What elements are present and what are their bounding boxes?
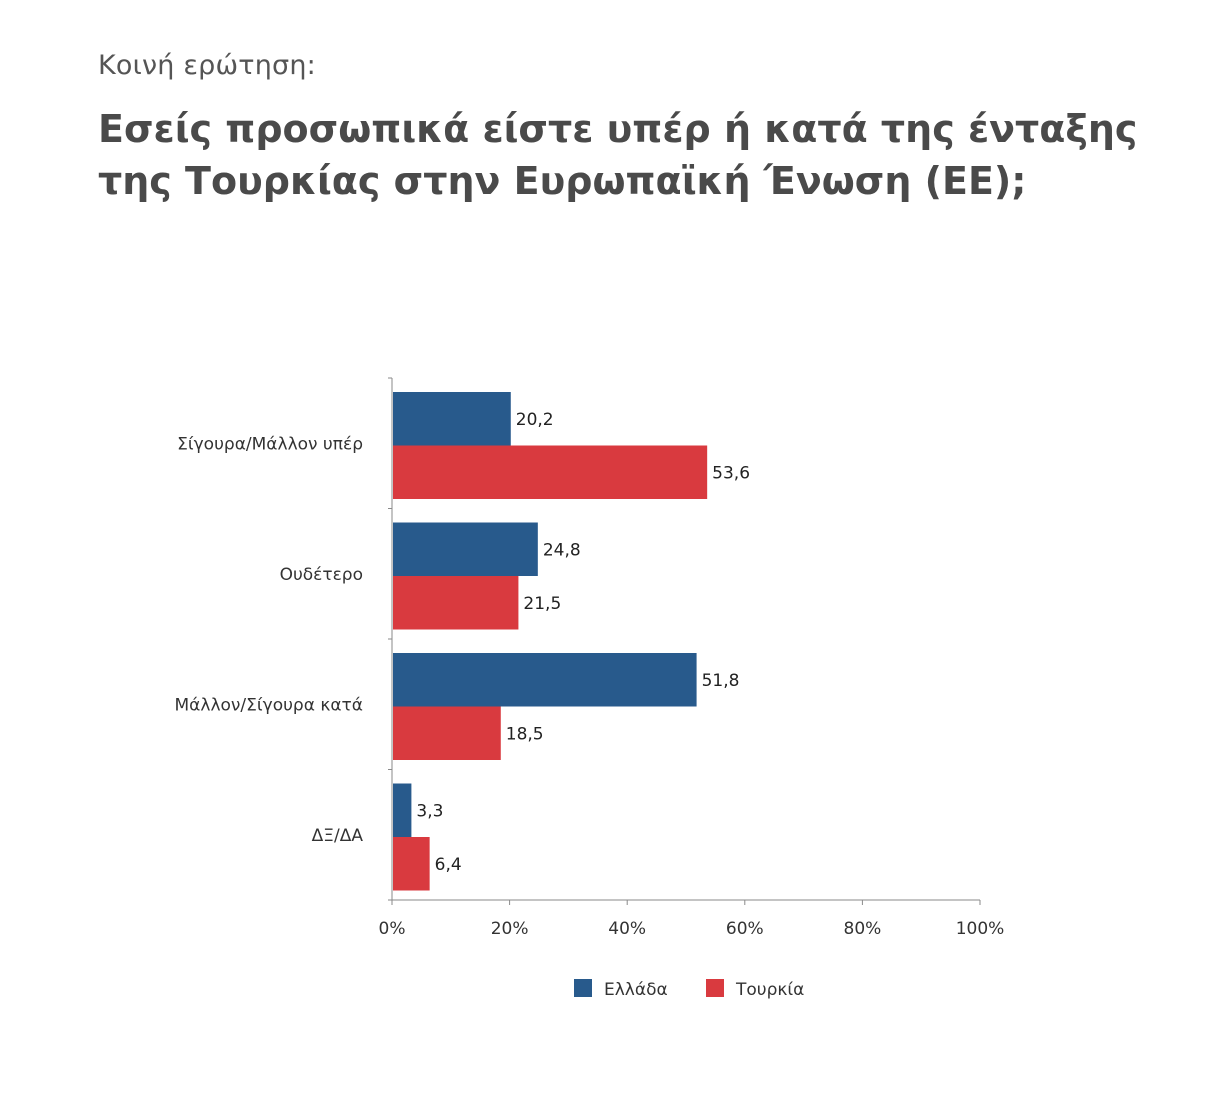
category-label: Μάλλον/Σίγουρα κατά	[175, 695, 363, 715]
x-tick-label: 20%	[491, 919, 529, 939]
data-label: 6,4	[435, 855, 462, 875]
bar-turkey	[393, 445, 708, 499]
bar-turkey	[393, 706, 501, 760]
bar-turkey	[393, 576, 519, 630]
bar-turkey	[393, 837, 430, 891]
chart-subtitle: Κοινή ερώτηση:	[98, 50, 316, 81]
legend-swatch-turkey	[706, 979, 724, 997]
data-label: 24,8	[543, 540, 581, 560]
x-tick-label: 60%	[726, 919, 764, 939]
data-label: 21,5	[523, 594, 561, 614]
category-label: Ουδέτερο	[280, 565, 363, 585]
bar-greece	[393, 522, 538, 576]
data-label: 20,2	[516, 410, 554, 430]
bar-greece	[393, 783, 412, 837]
bar-greece	[393, 392, 511, 446]
x-tick-label: 40%	[608, 919, 646, 939]
x-tick-label: 100%	[956, 919, 1005, 939]
data-label: 51,8	[702, 671, 740, 691]
data-label: 18,5	[506, 724, 544, 744]
data-label: 3,3	[416, 801, 443, 821]
chart-title: Εσείς προσωπικά είστε υπέρ ή κατά της έν…	[98, 107, 1138, 203]
legend-swatch-greece	[574, 979, 592, 997]
x-tick-label: 0%	[379, 919, 406, 939]
legend-label-turkey: Τουρκία	[735, 980, 804, 1000]
category-label: Σίγουρα/Μάλλον υπέρ	[177, 434, 363, 454]
category-label: ΔΞ/ΔΑ	[312, 826, 364, 846]
data-label: 53,6	[712, 463, 750, 483]
x-tick-label: 80%	[844, 919, 882, 939]
legend-label-greece: Ελλάδα	[604, 980, 668, 1000]
bar-greece	[393, 653, 697, 707]
